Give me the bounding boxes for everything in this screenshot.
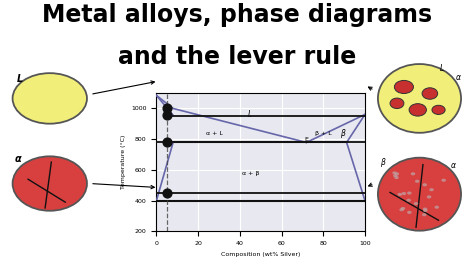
Y-axis label: Temperature (°C): Temperature (°C) <box>121 135 126 189</box>
Text: α: α <box>451 161 456 170</box>
Ellipse shape <box>378 64 461 133</box>
Point <box>163 140 171 144</box>
Ellipse shape <box>422 183 427 186</box>
Text: and the lever rule: and the lever rule <box>118 45 356 69</box>
Point <box>163 106 171 111</box>
Ellipse shape <box>407 192 411 195</box>
Point <box>163 191 171 195</box>
Text: L: L <box>440 64 445 73</box>
Ellipse shape <box>414 202 418 205</box>
Text: α: α <box>456 73 461 82</box>
Text: L: L <box>248 110 252 119</box>
Text: L: L <box>17 74 24 85</box>
Text: β: β <box>380 158 384 167</box>
Ellipse shape <box>394 176 399 179</box>
Text: β: β <box>339 128 345 138</box>
Ellipse shape <box>400 208 404 211</box>
Ellipse shape <box>401 207 405 210</box>
Ellipse shape <box>392 171 397 174</box>
Ellipse shape <box>423 207 428 211</box>
Ellipse shape <box>394 80 413 94</box>
Ellipse shape <box>395 172 399 176</box>
Ellipse shape <box>13 73 87 124</box>
Point <box>163 113 171 117</box>
Ellipse shape <box>432 105 445 114</box>
Ellipse shape <box>435 206 439 209</box>
Ellipse shape <box>409 104 427 116</box>
Ellipse shape <box>422 213 427 216</box>
Ellipse shape <box>390 98 404 109</box>
Ellipse shape <box>378 158 461 231</box>
Ellipse shape <box>410 172 415 175</box>
Text: β + L: β + L <box>315 131 332 136</box>
Text: α: α <box>14 154 21 164</box>
Ellipse shape <box>415 180 419 183</box>
Ellipse shape <box>427 195 431 198</box>
Ellipse shape <box>407 211 411 214</box>
Ellipse shape <box>441 179 446 182</box>
X-axis label: Composition (wt% Silver): Composition (wt% Silver) <box>221 252 301 257</box>
Ellipse shape <box>13 156 87 211</box>
Text: α + L: α + L <box>206 131 223 136</box>
Ellipse shape <box>423 209 428 212</box>
Ellipse shape <box>406 199 411 202</box>
Ellipse shape <box>393 174 398 177</box>
Ellipse shape <box>401 192 406 195</box>
Ellipse shape <box>398 193 402 196</box>
Ellipse shape <box>429 188 434 191</box>
Text: α + β: α + β <box>242 171 259 176</box>
Text: E: E <box>305 137 309 142</box>
Ellipse shape <box>422 88 438 99</box>
Text: Metal alloys, phase diagrams: Metal alloys, phase diagrams <box>42 3 432 27</box>
